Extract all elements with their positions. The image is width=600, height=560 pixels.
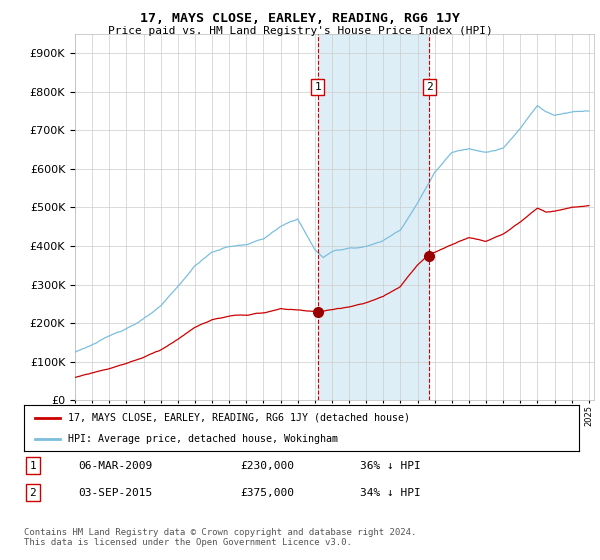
Text: 2: 2 bbox=[29, 488, 37, 498]
Text: £230,000: £230,000 bbox=[240, 461, 294, 471]
Text: 06-MAR-2009: 06-MAR-2009 bbox=[78, 461, 152, 471]
Text: 1: 1 bbox=[314, 82, 321, 92]
Text: 34% ↓ HPI: 34% ↓ HPI bbox=[360, 488, 421, 498]
Text: 17, MAYS CLOSE, EARLEY, READING, RG6 1JY: 17, MAYS CLOSE, EARLEY, READING, RG6 1JY bbox=[140, 12, 460, 25]
Bar bbox=[318, 34, 429, 400]
Text: 03-SEP-2015: 03-SEP-2015 bbox=[78, 488, 152, 498]
Text: 1: 1 bbox=[29, 461, 37, 471]
Text: Price paid vs. HM Land Registry's House Price Index (HPI): Price paid vs. HM Land Registry's House … bbox=[107, 26, 493, 36]
Text: 2: 2 bbox=[425, 82, 433, 92]
Text: £375,000: £375,000 bbox=[240, 488, 294, 498]
Text: 36% ↓ HPI: 36% ↓ HPI bbox=[360, 461, 421, 471]
Text: 17, MAYS CLOSE, EARLEY, READING, RG6 1JY (detached house): 17, MAYS CLOSE, EARLEY, READING, RG6 1JY… bbox=[68, 413, 410, 423]
Text: Contains HM Land Registry data © Crown copyright and database right 2024.
This d: Contains HM Land Registry data © Crown c… bbox=[24, 528, 416, 547]
Text: HPI: Average price, detached house, Wokingham: HPI: Average price, detached house, Woki… bbox=[68, 435, 338, 444]
